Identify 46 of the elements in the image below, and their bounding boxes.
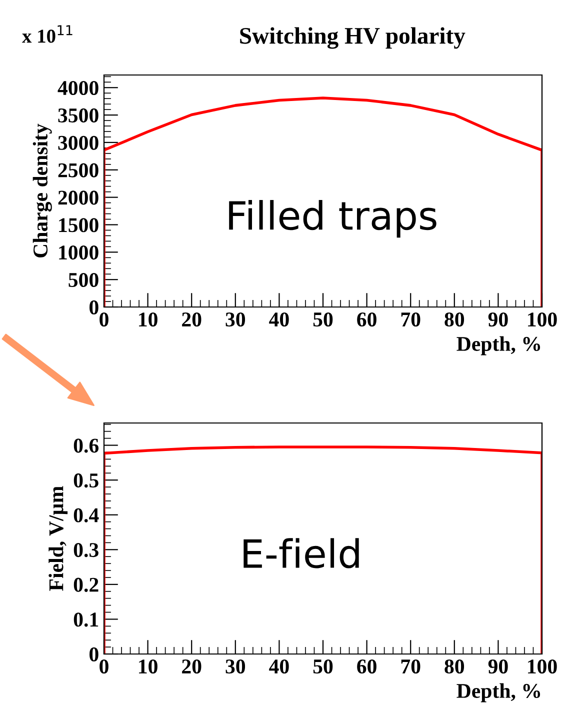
x-tick-label: 60: [357, 312, 376, 327]
x-tick-label: 40: [269, 312, 289, 327]
x-tick-label: 40: [269, 659, 289, 674]
x-tick-label: 80: [444, 312, 464, 327]
x-tick-label: 90: [488, 659, 508, 674]
y-tick-label: 0.3: [74, 543, 98, 558]
x-axis-title: Depth, %: [456, 683, 540, 702]
y-tick-label: 500: [68, 272, 98, 288]
y-axis-title: Charge density: [32, 124, 52, 258]
x-tick-label: 10: [139, 659, 158, 674]
y-tick-label: 0.6: [74, 438, 99, 453]
x-tick-label: 20: [182, 312, 202, 327]
y-tick-label: 0: [90, 300, 98, 314]
annotation: Filled traps: [229, 200, 436, 238]
x-tick-label: 100: [528, 312, 557, 327]
y-tick-label: 0.5: [74, 473, 98, 488]
x-tick-label: 0: [100, 659, 108, 674]
x-tick-label: 70: [401, 659, 420, 674]
x-tick-label: 30: [226, 312, 246, 327]
chart-title: Switching HV polarity: [240, 27, 466, 49]
x-tick-label: 10: [139, 312, 158, 327]
y-tick-label: 3000: [58, 136, 98, 150]
x-axis-title: Depth, %: [456, 336, 540, 356]
y-tick-label: 1500: [59, 218, 98, 232]
annotation: E-field: [244, 538, 359, 568]
text: x 10$^{11}$: [22, 25, 72, 43]
y-tick-label: 3500: [58, 108, 98, 122]
x-tick-label: 20: [182, 659, 202, 674]
x-tick-label: 50: [313, 312, 333, 327]
x-tick-label: 50: [313, 659, 333, 674]
y-tick-label: 0: [90, 647, 98, 662]
x-tick-label: 0: [100, 312, 108, 327]
x-tick-label: 30: [226, 659, 246, 674]
x-tick-label: 100: [528, 659, 557, 674]
y-tick-label: 4000: [58, 80, 98, 96]
x-tick-label: 90: [488, 312, 508, 327]
y-axis-title: Field, V/µm: [48, 486, 68, 591]
y-tick-label: 1000: [59, 246, 98, 260]
y-tick-label: 0.1: [74, 612, 98, 627]
y-tick-label: 0.4: [74, 508, 99, 522]
y-tick-label: 0.2: [74, 578, 98, 592]
y-tick-label: 2000: [58, 190, 98, 205]
x-tick-label: 80: [444, 659, 464, 674]
x-tick-label: 60: [357, 659, 376, 674]
y-tick-label: 2500: [58, 163, 98, 178]
x-tick-label: 70: [401, 312, 420, 327]
